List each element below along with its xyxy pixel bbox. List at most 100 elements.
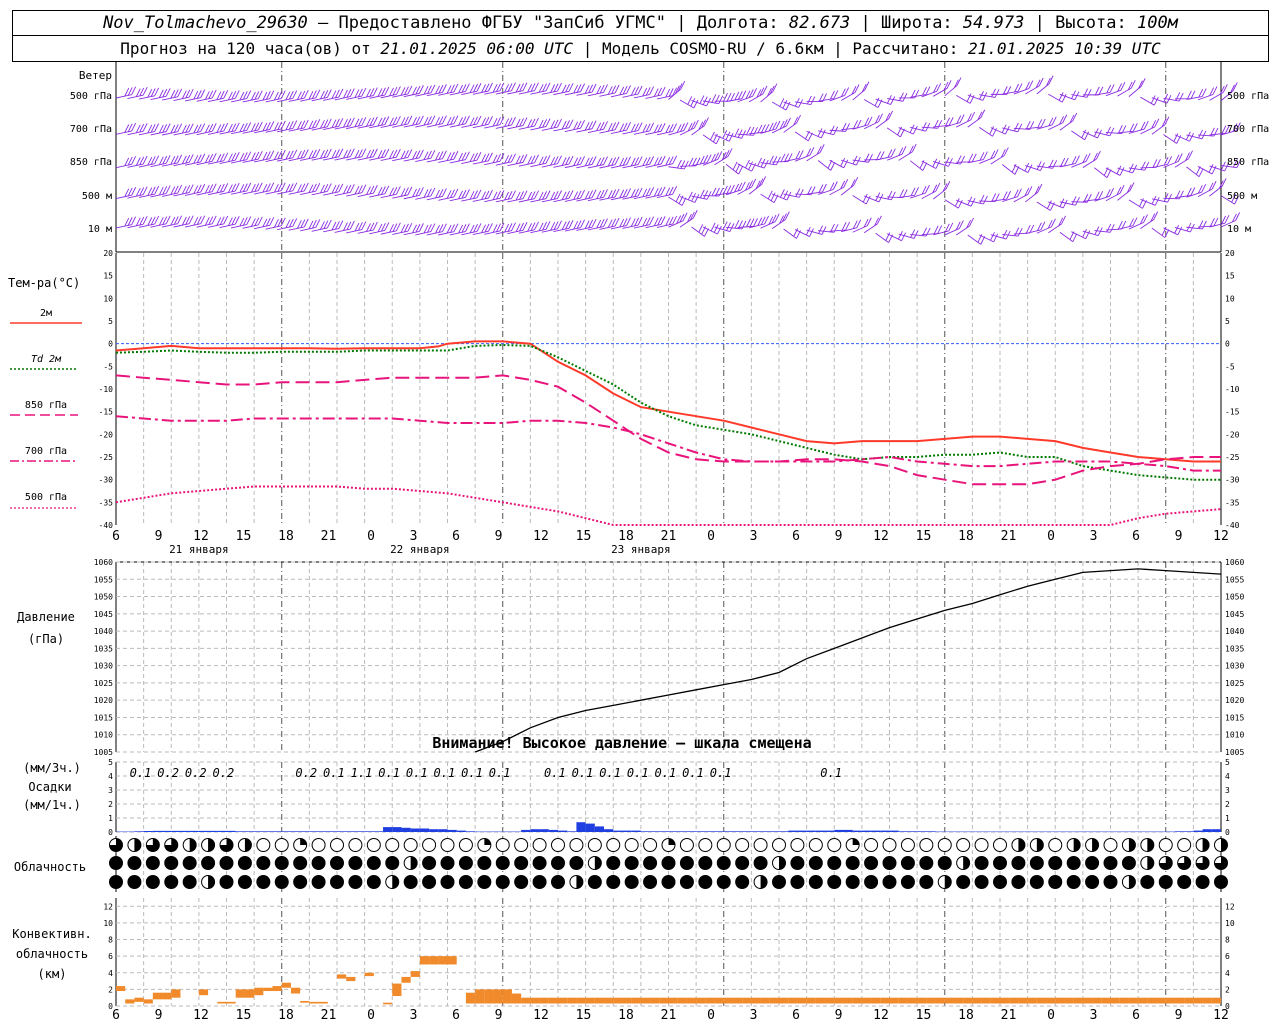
wind-barb-shaft bbox=[564, 91, 581, 96]
wind-barb-feather bbox=[584, 122, 590, 131]
wind-barb-shaft bbox=[610, 225, 627, 230]
wind-barb-feather bbox=[890, 191, 896, 200]
wind-barb-feather bbox=[619, 218, 625, 228]
wind-barb-feather bbox=[1221, 125, 1227, 134]
wind-barb-shaft bbox=[161, 162, 178, 167]
wind-barb-shaft bbox=[115, 163, 132, 169]
date-label: 22 января bbox=[390, 543, 450, 556]
cloud-symbol-fill bbox=[1177, 856, 1191, 870]
wind-barb-feather bbox=[142, 155, 148, 165]
wind-barb-shaft bbox=[311, 156, 328, 161]
wind-barb-shaft bbox=[933, 230, 949, 236]
wind-barb-feather bbox=[400, 87, 406, 96]
temperature-tick-label: -5 bbox=[103, 362, 113, 371]
wind-barb-feather bbox=[389, 87, 394, 97]
wind-barb-feather bbox=[427, 85, 432, 94]
wind-barb-feather bbox=[672, 186, 678, 195]
wind-barb-feather bbox=[334, 184, 340, 193]
wind-barb-feather bbox=[798, 150, 804, 159]
wind-barb-feather bbox=[757, 217, 763, 226]
wind-barb-feather bbox=[280, 182, 286, 191]
wind-barb-feather bbox=[308, 91, 314, 100]
wind-barb-feather bbox=[196, 184, 202, 194]
lon-value: 82.673 bbox=[788, 13, 851, 33]
cloud-symbol bbox=[532, 875, 547, 889]
wind-barb-shaft bbox=[265, 98, 282, 103]
wind-barb-feather bbox=[1025, 224, 1031, 234]
wind-barb-feather bbox=[1040, 118, 1046, 128]
temperature-tick-label: -10 bbox=[1225, 385, 1240, 394]
cloud-symbol bbox=[145, 875, 160, 889]
wind-barb-feather bbox=[127, 187, 133, 197]
wind-barb-feather bbox=[1150, 213, 1156, 222]
wind-barb-shaft bbox=[438, 91, 455, 96]
wind-barb-shaft bbox=[231, 190, 247, 195]
wind-barb-feather bbox=[542, 221, 547, 231]
wind-barb-shaft bbox=[622, 164, 639, 169]
wind-barb-shaft bbox=[403, 92, 420, 98]
convective-bar bbox=[880, 997, 890, 1004]
wind-barb-feather bbox=[1163, 93, 1169, 103]
wind-barb-feather bbox=[584, 85, 590, 94]
wind-barb-feather bbox=[1029, 224, 1035, 234]
wind-barb-shaft bbox=[921, 233, 938, 236]
wind-barb-feather bbox=[717, 225, 722, 235]
precip-bar bbox=[162, 830, 172, 832]
cloud-symbol bbox=[772, 838, 786, 852]
wind-barb-feather bbox=[124, 188, 130, 197]
wind-barb-feather bbox=[660, 155, 666, 165]
wind-barb-feather bbox=[557, 190, 562, 199]
wind-barb-feather bbox=[419, 85, 424, 94]
cloud-symbol bbox=[606, 856, 621, 870]
wind-barb-shaft bbox=[495, 90, 512, 95]
convective-bar bbox=[1027, 997, 1037, 1004]
wind-barb-feather bbox=[303, 182, 309, 192]
wind-barb-feather bbox=[285, 91, 291, 101]
wind-barb-shaft bbox=[1082, 130, 1098, 139]
wind-barb-shaft bbox=[242, 129, 259, 134]
wind-barb-feather bbox=[591, 189, 597, 198]
precip-bar bbox=[484, 831, 494, 833]
wind-barb-feather bbox=[234, 216, 240, 225]
wind-barb-shaft bbox=[933, 87, 948, 97]
time-tick-label-bottom: 12 bbox=[1213, 1008, 1229, 1023]
model-name: COSMO-RU / 6.6км bbox=[669, 39, 824, 58]
wind-barb-shaft bbox=[530, 90, 547, 95]
wind-barb-shaft bbox=[633, 194, 650, 200]
wind-barb-feather bbox=[622, 188, 628, 198]
wind-barb-feather bbox=[1154, 118, 1160, 128]
wind-barb-shaft bbox=[541, 163, 558, 168]
wind-barb-feather bbox=[630, 157, 636, 167]
cloud-symbol bbox=[201, 856, 216, 870]
wind-barb-feather bbox=[687, 96, 693, 105]
wind-barb-feather bbox=[147, 217, 153, 226]
wind-barb-feather bbox=[492, 191, 498, 201]
wind-barb-feather bbox=[326, 118, 332, 128]
wind-barb-shaft bbox=[944, 199, 959, 209]
wind-barb-feather bbox=[430, 115, 436, 124]
wind-barb-feather bbox=[596, 190, 602, 200]
time-tick-label-bottom: 3 bbox=[750, 1008, 758, 1023]
wind-barb-feather bbox=[798, 99, 804, 108]
wind-barb-feather bbox=[338, 148, 344, 157]
wind-barb-feather bbox=[565, 83, 571, 93]
cloud-symbol bbox=[1103, 856, 1118, 870]
wind-barb-feather bbox=[959, 114, 965, 123]
wind-barb-shaft bbox=[1174, 195, 1191, 199]
wind-barb-feather bbox=[381, 117, 386, 126]
wind-barb-feather bbox=[856, 119, 862, 129]
wind-barb-shaft bbox=[1140, 126, 1156, 135]
wind-barb-feather bbox=[395, 86, 401, 95]
wind-barb-shaft bbox=[749, 131, 766, 135]
wind-barb-feather bbox=[573, 191, 579, 200]
wind-barb-feather bbox=[908, 145, 914, 154]
wind-barb-feather bbox=[407, 85, 413, 95]
wind-barb-feather bbox=[124, 124, 130, 133]
convective-title-3: (км) bbox=[38, 967, 67, 981]
wind-barb-feather bbox=[660, 216, 666, 225]
precip-bar bbox=[963, 831, 973, 833]
wind-barb-shaft bbox=[518, 125, 535, 130]
wind-barb-feather bbox=[863, 218, 869, 228]
wind-barb-feather bbox=[1116, 165, 1122, 174]
